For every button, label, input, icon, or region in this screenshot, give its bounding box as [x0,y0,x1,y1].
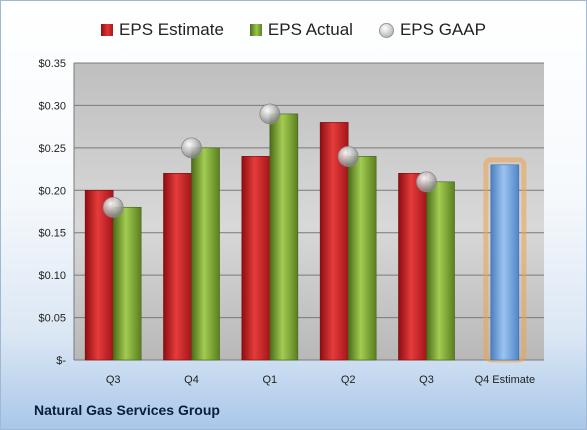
legend-swatch-gaap [378,22,394,38]
eps-estimate-bar [490,164,520,361]
y-tick-label: $- [56,355,66,367]
eps-estimate-bar [241,156,271,361]
y-tick-label: $0.25 [38,143,66,155]
eps-gaap-point [337,145,359,167]
eps-estimate-bar [163,173,192,361]
eps-gaap-point [181,137,202,159]
eps-estimate-bar [398,173,427,361]
eps-actual-bar [191,147,220,361]
eps-actual-bar [112,206,142,361]
legend-swatch-estimate [101,24,114,36]
y-tick-label: $0.30 [38,100,66,112]
legend-item-estimate: EPS Estimate [101,20,224,40]
gridlines [73,62,544,361]
x-tick-label: Q3 [419,374,434,386]
x-tick-label: Q3 [106,374,121,386]
eps-gaap-point [416,171,437,193]
plot-area [74,63,544,360]
y-tick-label: $0.20 [38,185,66,197]
eps-actual-bar [347,156,377,361]
y-tick-label: $0.10 [38,270,66,282]
legend-label-estimate: EPS Estimate [119,20,224,39]
legend-item-actual: EPS Actual [249,20,353,40]
y-axis-ticks: $- $0.05 $0.10 $0.15 $0.20 $0.25 $0.30 $0.35 [38,58,66,367]
legend-label-gaap: EPS GAAP [399,20,486,39]
y-tick-label: $0.05 [38,313,66,325]
eps-estimate-bar [84,189,114,361]
gaap-points [102,103,437,218]
eps-actual-bar [269,113,299,361]
x-tick-label: Q4 [184,374,199,386]
y-tick-label: $0.35 [38,58,66,70]
eps-actual-bar [426,181,455,361]
y-tick-label: $0.15 [38,228,66,240]
legend-item-gaap: EPS GAAP [378,20,486,40]
company-name: Natural Gas Services Group [34,402,220,418]
bars [84,113,527,363]
eps-gaap-point [259,103,281,125]
x-tick-label: Q4 Estimate [475,374,536,386]
legend-swatch-actual [249,24,262,36]
x-tick-label: Q1 [262,374,277,386]
legend-label-actual: EPS Actual [267,20,353,39]
legend: EPS Estimate EPS Actual EPS GAAP [1,17,586,43]
eps-gaap-point [102,196,124,218]
x-axis-ticks: Q3 Q4 Q1 Q2 Q3 Q4 Estimate [106,374,535,386]
x-tick-label: Q2 [341,374,356,386]
